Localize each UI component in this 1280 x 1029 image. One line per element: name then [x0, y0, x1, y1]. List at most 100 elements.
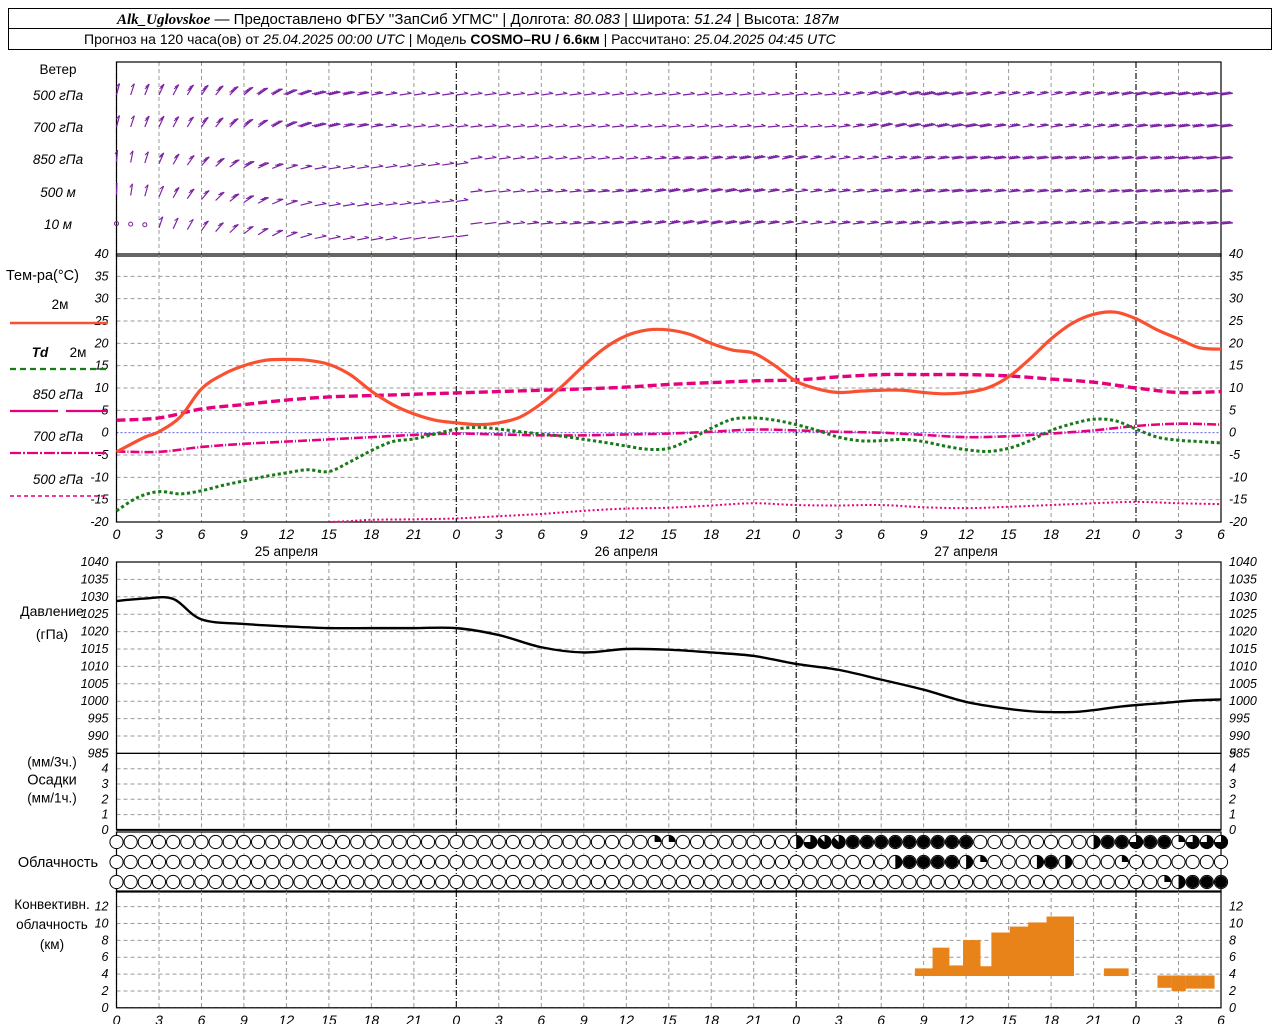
- svg-text:1035: 1035: [1229, 572, 1257, 586]
- svg-text:12: 12: [279, 1012, 295, 1024]
- svg-text:21: 21: [745, 526, 762, 542]
- svg-text:9: 9: [240, 1012, 248, 1024]
- svg-text:10 м: 10 м: [44, 217, 72, 232]
- svg-text:18: 18: [364, 526, 380, 542]
- svg-text:0: 0: [113, 1012, 121, 1024]
- svg-text:2м: 2м: [52, 297, 69, 312]
- svg-text:9: 9: [920, 526, 928, 542]
- svg-text:(гПа): (гПа): [36, 626, 68, 642]
- svg-text:12: 12: [1229, 900, 1243, 914]
- svg-text:-5: -5: [97, 448, 108, 462]
- svg-text:30: 30: [1229, 292, 1243, 306]
- svg-text:1025: 1025: [1229, 607, 1257, 621]
- svg-text:25: 25: [1228, 314, 1243, 328]
- svg-text:1030: 1030: [1229, 590, 1257, 604]
- svg-text:18: 18: [1043, 1012, 1059, 1024]
- svg-text:9: 9: [580, 1012, 588, 1024]
- svg-text:(км): (км): [40, 937, 64, 952]
- svg-text:3: 3: [1175, 526, 1183, 542]
- svg-text:6: 6: [877, 526, 885, 542]
- svg-text:18: 18: [703, 1012, 719, 1024]
- svg-text:Осадки: Осадки: [27, 772, 77, 788]
- svg-text:40: 40: [1229, 247, 1243, 261]
- svg-text:27 апреля: 27 апреля: [934, 544, 997, 559]
- svg-text:6: 6: [1229, 950, 1236, 964]
- svg-text:-20: -20: [1229, 515, 1247, 529]
- svg-text:0: 0: [102, 823, 109, 837]
- svg-text:1: 1: [1229, 808, 1236, 822]
- svg-text:1000: 1000: [81, 694, 109, 708]
- svg-text:12: 12: [95, 900, 109, 914]
- svg-text:10: 10: [1229, 381, 1243, 395]
- svg-text:500 м: 500 м: [40, 185, 76, 200]
- svg-text:-10: -10: [1229, 470, 1247, 484]
- svg-text:500 гПа: 500 гПа: [33, 88, 84, 103]
- svg-text:0: 0: [113, 526, 121, 542]
- svg-text:3: 3: [835, 1012, 843, 1024]
- svg-text:Давление: Давление: [20, 603, 84, 619]
- svg-text:500 гПа: 500 гПа: [33, 472, 84, 487]
- svg-text:0: 0: [102, 426, 109, 440]
- svg-text:1030: 1030: [81, 590, 109, 604]
- svg-text:2м: 2м: [70, 345, 87, 360]
- svg-text:995: 995: [88, 712, 109, 726]
- svg-text:0: 0: [1132, 526, 1140, 542]
- svg-text:3: 3: [155, 526, 163, 542]
- svg-text:4: 4: [102, 762, 109, 776]
- svg-text:15: 15: [1229, 359, 1243, 373]
- svg-text:0: 0: [1229, 823, 1236, 837]
- svg-text:2: 2: [1228, 984, 1236, 998]
- svg-text:0: 0: [792, 526, 800, 542]
- svg-text:6: 6: [1217, 526, 1225, 542]
- svg-text:25: 25: [94, 314, 109, 328]
- svg-text:26 апреля: 26 апреля: [595, 544, 658, 559]
- svg-text:15: 15: [321, 1012, 337, 1024]
- svg-text:8: 8: [102, 933, 109, 947]
- svg-text:15: 15: [1001, 526, 1017, 542]
- svg-text:-20: -20: [90, 515, 108, 529]
- svg-text:6: 6: [102, 950, 109, 964]
- svg-text:9: 9: [240, 526, 248, 542]
- svg-text:850 гПа: 850 гПа: [33, 387, 84, 402]
- svg-text:3: 3: [1229, 777, 1236, 791]
- svg-text:35: 35: [1229, 269, 1243, 283]
- svg-text:1040: 1040: [1229, 555, 1257, 569]
- svg-text:-15: -15: [90, 493, 108, 507]
- svg-text:Тем-ра(°С): Тем-ра(°С): [6, 268, 79, 284]
- svg-text:облачность: облачность: [16, 917, 88, 932]
- svg-text:850 гПа: 850 гПа: [33, 152, 84, 167]
- svg-text:(мм/3ч.): (мм/3ч.): [27, 754, 77, 769]
- svg-text:12: 12: [619, 526, 635, 542]
- svg-text:Ветер: Ветер: [39, 62, 76, 77]
- svg-text:4: 4: [102, 967, 109, 981]
- svg-text:21: 21: [405, 526, 422, 542]
- svg-text:20: 20: [94, 336, 109, 350]
- svg-text:3: 3: [155, 1012, 163, 1024]
- svg-text:21: 21: [405, 1012, 422, 1024]
- svg-text:5: 5: [1229, 746, 1236, 760]
- svg-text:4: 4: [1229, 762, 1236, 776]
- svg-text:10: 10: [95, 381, 109, 395]
- svg-text:15: 15: [661, 1012, 677, 1024]
- svg-text:15: 15: [321, 526, 337, 542]
- svg-text:1005: 1005: [81, 677, 109, 691]
- svg-text:1010: 1010: [81, 659, 109, 673]
- svg-text:1: 1: [102, 808, 109, 822]
- svg-text:15: 15: [95, 359, 109, 373]
- svg-text:1015: 1015: [81, 642, 109, 656]
- svg-text:6: 6: [198, 526, 206, 542]
- svg-text:5: 5: [102, 746, 109, 760]
- svg-text:1025: 1025: [81, 607, 109, 621]
- svg-text:4: 4: [1229, 967, 1236, 981]
- svg-text:8: 8: [1229, 933, 1236, 947]
- svg-text:35: 35: [95, 269, 109, 283]
- svg-text:18: 18: [703, 526, 719, 542]
- svg-text:21: 21: [1085, 526, 1102, 542]
- svg-text:990: 990: [88, 729, 109, 743]
- svg-text:15: 15: [661, 526, 677, 542]
- svg-text:1040: 1040: [81, 555, 109, 569]
- svg-text:6: 6: [1217, 1012, 1225, 1024]
- svg-text:15: 15: [1001, 1012, 1017, 1024]
- svg-text:Конвективн.: Конвективн.: [14, 897, 90, 912]
- svg-text:10: 10: [1229, 917, 1243, 931]
